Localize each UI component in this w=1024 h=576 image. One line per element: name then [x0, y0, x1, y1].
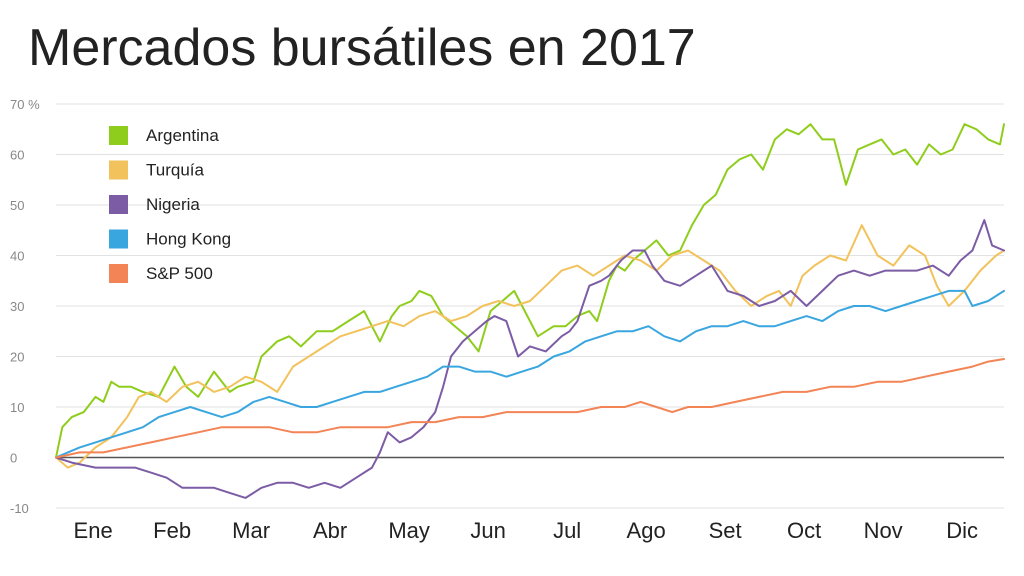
x-tick-label: Abr	[313, 518, 347, 543]
y-tick-label: 50	[10, 198, 24, 213]
y-tick-label: 0	[10, 451, 17, 466]
x-tick-label: Set	[709, 518, 742, 543]
y-tick-label: 10	[10, 400, 24, 415]
x-tick-label: Feb	[153, 518, 191, 543]
legend-swatch	[109, 229, 128, 249]
y-tick-label: 70 %	[10, 97, 40, 112]
legend-label: Nigeria	[146, 195, 200, 214]
legend-label: S&P 500	[146, 264, 213, 283]
x-tick-labels: Ene Feb Mar Abr May Jun Jul Ago Set Oct Nov Dic	[74, 518, 978, 543]
y-tick-label: 30	[10, 299, 24, 314]
legend-swatch	[109, 126, 128, 145]
series-lines	[55, 123, 1005, 499]
series-line	[55, 123, 1005, 459]
legend-label: Turquía	[146, 161, 205, 180]
series-line	[55, 358, 1005, 459]
series-line	[55, 289, 1005, 459]
x-tick-label: Nov	[864, 518, 903, 543]
x-tick-label: Dic	[946, 518, 978, 543]
x-tick-label: Jun	[470, 518, 505, 543]
x-tick-label: Jul	[553, 518, 581, 543]
legend-label: Hong Kong	[146, 230, 231, 249]
y-tick-label: 40	[10, 249, 24, 264]
legend-swatch	[109, 264, 128, 283]
legend-label: Argentina	[146, 126, 219, 145]
x-tick-label: Ene	[74, 518, 113, 543]
y-tick-label: -10	[10, 501, 29, 516]
chart-title: Mercados bursátiles en 2017	[28, 19, 696, 77]
legend-swatch	[109, 160, 128, 180]
x-tick-label: May	[388, 518, 430, 543]
x-tick-label: Oct	[787, 518, 821, 543]
y-tick-labels: -10 0 10 20 30 40 50 60 70 %	[10, 97, 40, 516]
y-tick-label: 60	[10, 148, 24, 163]
x-tick-label: Mar	[232, 518, 270, 543]
series-line	[55, 219, 1005, 499]
grid-lines	[56, 103, 1004, 509]
legend: Argentina Turquía Nigeria Hong Kong S&P 500	[109, 126, 231, 283]
y-tick-label: 20	[10, 350, 24, 365]
series-line	[55, 224, 1005, 469]
x-tick-label: Ago	[627, 518, 666, 543]
legend-swatch	[109, 195, 128, 214]
